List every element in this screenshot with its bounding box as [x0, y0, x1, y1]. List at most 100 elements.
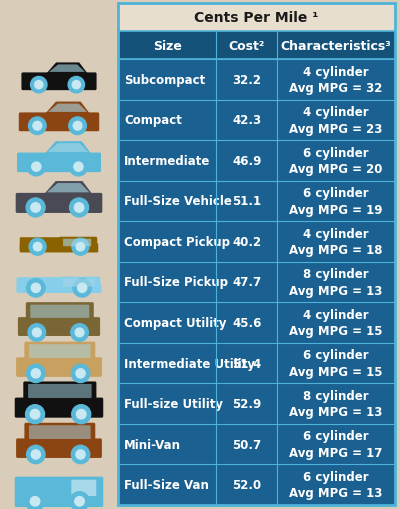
Text: Compact Pickup: Compact Pickup [124, 236, 230, 248]
Polygon shape [48, 144, 88, 153]
Text: 42.3: 42.3 [232, 114, 261, 127]
Circle shape [69, 118, 86, 135]
Text: Size: Size [153, 39, 182, 52]
Circle shape [28, 118, 46, 135]
Circle shape [71, 445, 90, 464]
FancyBboxPatch shape [29, 426, 91, 439]
Text: Cost²: Cost² [229, 39, 265, 52]
Text: 4 cylinder
Avg MPG = 15: 4 cylinder Avg MPG = 15 [289, 308, 383, 337]
Polygon shape [48, 104, 87, 112]
Polygon shape [44, 142, 91, 155]
Text: 8 cylinder
Avg MPG = 13: 8 cylinder Avg MPG = 13 [290, 389, 383, 418]
Bar [118, 343, 395, 384]
Text: 6 cylinder
Avg MPG = 20: 6 cylinder Avg MPG = 20 [290, 146, 383, 176]
Circle shape [69, 158, 88, 177]
Polygon shape [49, 65, 85, 73]
Text: 52.0: 52.0 [232, 478, 261, 491]
Circle shape [71, 324, 88, 342]
FancyBboxPatch shape [16, 193, 102, 214]
Bar [118, 60, 395, 100]
Text: Full-Size Pickup: Full-Size Pickup [124, 276, 228, 289]
Bar [118, 141, 395, 181]
Text: Intermediate Utility: Intermediate Utility [124, 357, 255, 370]
Bar [118, 100, 395, 141]
Circle shape [30, 410, 40, 419]
Circle shape [30, 77, 47, 94]
Circle shape [26, 492, 44, 509]
Text: 51.1: 51.1 [232, 195, 261, 208]
Bar [118, 262, 395, 303]
FancyBboxPatch shape [15, 398, 103, 418]
FancyBboxPatch shape [26, 302, 94, 321]
Circle shape [28, 324, 46, 342]
Text: 32.2: 32.2 [232, 74, 261, 87]
Circle shape [33, 122, 42, 131]
Circle shape [26, 199, 45, 217]
Polygon shape [47, 184, 90, 193]
Bar [118, 465, 395, 505]
FancyBboxPatch shape [20, 244, 98, 253]
Text: Full-Size Van: Full-Size Van [124, 478, 209, 491]
Text: 4 cylinder
Avg MPG = 18: 4 cylinder Avg MPG = 18 [289, 227, 383, 257]
FancyBboxPatch shape [18, 318, 100, 336]
Text: Full-Size Vehicle: Full-Size Vehicle [124, 195, 232, 208]
Circle shape [70, 492, 89, 509]
Circle shape [75, 328, 84, 337]
Circle shape [76, 450, 85, 459]
FancyBboxPatch shape [17, 284, 102, 293]
Circle shape [75, 497, 84, 506]
Circle shape [32, 328, 41, 337]
Circle shape [73, 279, 91, 297]
Circle shape [33, 243, 42, 251]
Circle shape [35, 81, 43, 90]
Circle shape [76, 243, 85, 251]
Text: Subcompact: Subcompact [124, 74, 205, 87]
Bar [118, 181, 395, 222]
Circle shape [68, 77, 84, 94]
FancyBboxPatch shape [22, 73, 96, 91]
Text: 6 cylinder
Avg MPG = 13: 6 cylinder Avg MPG = 13 [290, 470, 383, 499]
Text: 6 cylinder
Avg MPG = 17: 6 cylinder Avg MPG = 17 [290, 430, 383, 459]
Text: Compact Utility: Compact Utility [124, 317, 226, 329]
FancyBboxPatch shape [19, 113, 99, 132]
FancyBboxPatch shape [17, 277, 62, 291]
Circle shape [32, 163, 41, 172]
FancyBboxPatch shape [59, 277, 100, 292]
Bar [118, 384, 395, 424]
Circle shape [26, 405, 44, 424]
Circle shape [76, 369, 85, 378]
Circle shape [30, 497, 40, 506]
Circle shape [76, 410, 86, 419]
Polygon shape [44, 182, 92, 195]
Circle shape [70, 199, 88, 217]
Text: Intermediate: Intermediate [124, 155, 210, 167]
FancyBboxPatch shape [30, 305, 89, 318]
Text: Characteristics³: Characteristics³ [281, 39, 392, 52]
Bar [118, 424, 395, 465]
FancyBboxPatch shape [15, 477, 103, 507]
FancyBboxPatch shape [28, 384, 92, 398]
FancyBboxPatch shape [16, 358, 102, 377]
Circle shape [29, 239, 46, 256]
Polygon shape [45, 102, 90, 115]
Text: 8 cylinder
Avg MPG = 13: 8 cylinder Avg MPG = 13 [290, 268, 383, 297]
FancyBboxPatch shape [71, 480, 96, 496]
Circle shape [31, 284, 40, 293]
Text: 6 cylinder
Avg MPG = 19: 6 cylinder Avg MPG = 19 [289, 187, 383, 216]
Circle shape [73, 122, 82, 131]
Circle shape [31, 203, 40, 213]
Bar [118, 303, 395, 343]
Text: 46.9: 46.9 [232, 155, 262, 167]
FancyBboxPatch shape [59, 237, 97, 251]
Text: 51.4: 51.4 [232, 357, 262, 370]
Text: 4 cylinder
Avg MPG = 23: 4 cylinder Avg MPG = 23 [290, 106, 383, 135]
Text: 45.6: 45.6 [232, 317, 262, 329]
Circle shape [71, 364, 90, 383]
Bar [118, 222, 395, 262]
Circle shape [27, 445, 45, 464]
Text: 40.2: 40.2 [232, 236, 261, 248]
FancyBboxPatch shape [24, 342, 95, 360]
Text: 47.7: 47.7 [232, 276, 261, 289]
Circle shape [72, 405, 91, 424]
FancyBboxPatch shape [16, 439, 102, 458]
